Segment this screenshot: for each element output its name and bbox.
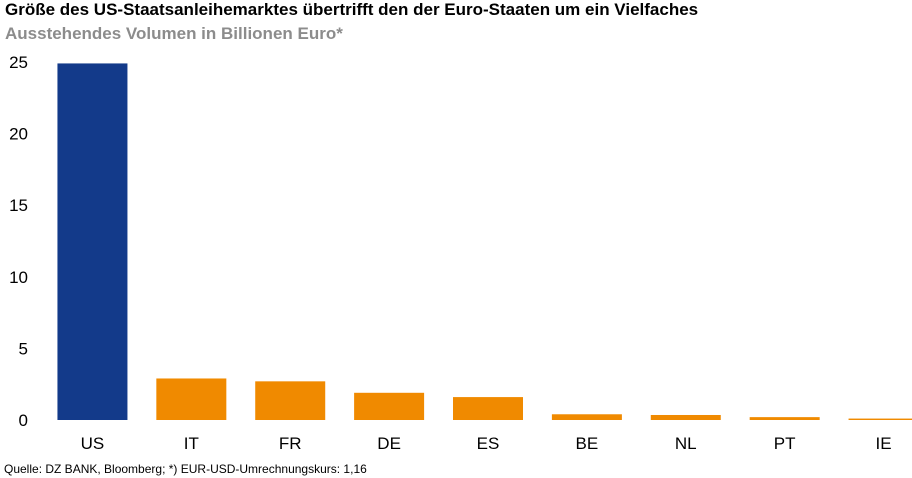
bar-fr — [255, 381, 326, 420]
bar-de — [354, 392, 425, 420]
x-tick-label: IT — [184, 434, 199, 453]
bar-nl — [650, 414, 721, 420]
bars — [57, 63, 912, 420]
x-tick-label: ES — [477, 434, 500, 453]
bar-us — [57, 63, 128, 420]
bar-be — [551, 414, 622, 420]
chart-subtitle: Ausstehendes Volumen in Billionen Euro* — [5, 24, 343, 43]
x-tick-label: IE — [876, 434, 892, 453]
x-tick-label: BE — [576, 434, 599, 453]
bar-pt — [749, 417, 820, 420]
x-axis-ticks: US IT FR DE ES BE NL PT IE — [81, 434, 892, 453]
bar-ie — [848, 418, 912, 420]
x-tick-label: US — [81, 434, 105, 453]
x-tick-label: PT — [774, 434, 796, 453]
y-tick-label: 0 — [19, 411, 28, 430]
y-tick-label: 10 — [9, 268, 28, 287]
chart-title: Größe des US-Staatsanleihemarktes übertr… — [5, 0, 699, 19]
y-tick-label: 15 — [9, 196, 28, 215]
y-axis-ticks: 0 5 10 15 20 25 — [9, 53, 28, 430]
bar-es — [453, 397, 523, 420]
y-tick-label: 5 — [19, 339, 28, 358]
x-tick-label: FR — [279, 434, 302, 453]
source-note: Quelle: DZ BANK, Bloomberg; *) EUR-USD-U… — [4, 462, 367, 476]
x-tick-label: DE — [377, 434, 401, 453]
y-tick-label: 20 — [9, 125, 28, 144]
y-tick-label: 25 — [9, 53, 28, 72]
x-tick-label: NL — [675, 434, 697, 453]
bar-it — [156, 378, 227, 420]
